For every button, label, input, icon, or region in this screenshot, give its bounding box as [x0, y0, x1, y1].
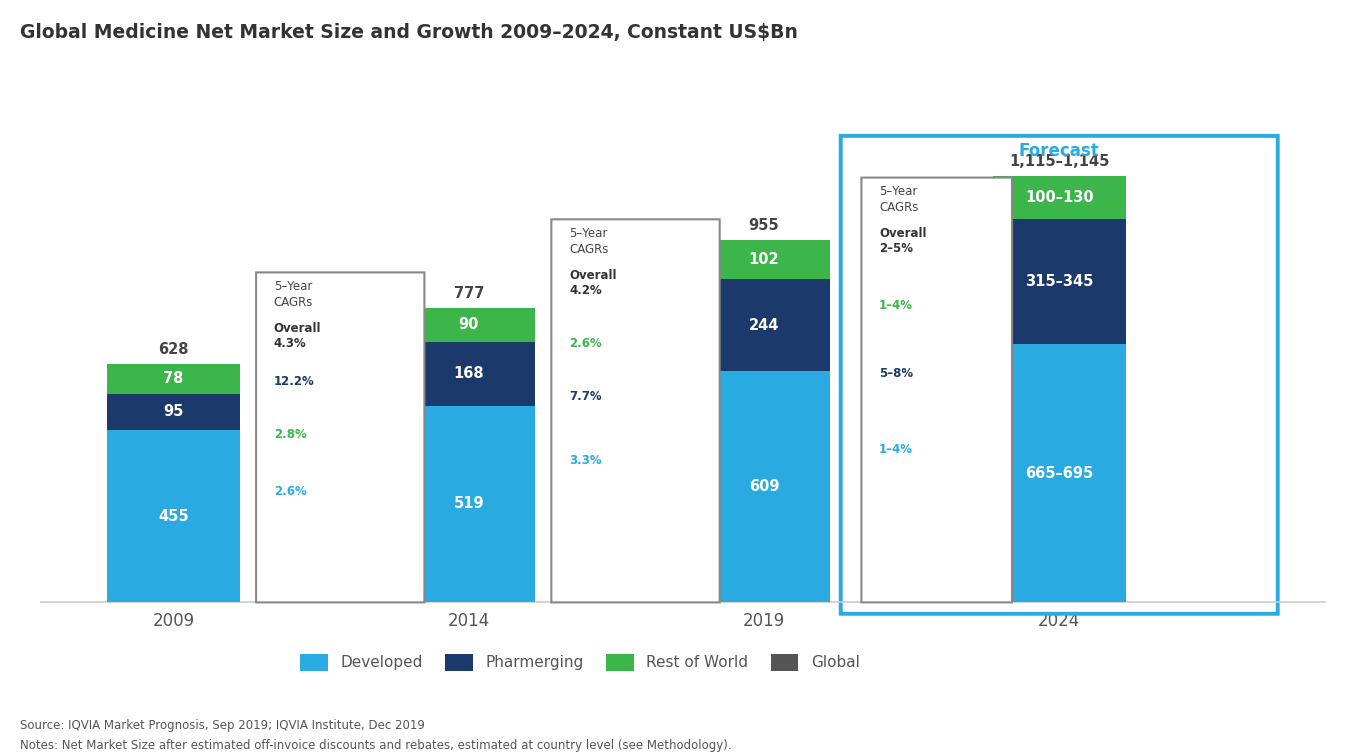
Text: 1–4%: 1–4% — [879, 299, 913, 312]
Text: 7.7%: 7.7% — [569, 390, 602, 403]
Text: 1,115–1,145: 1,115–1,145 — [1009, 154, 1110, 169]
Text: Overall: Overall — [879, 227, 926, 240]
Bar — [403, 342, 535, 406]
Text: Overall: Overall — [274, 322, 322, 335]
Text: 244: 244 — [749, 318, 779, 333]
Text: 5–Year
CAGRs: 5–Year CAGRs — [879, 185, 918, 214]
Bar — [107, 364, 239, 394]
Text: 100–130: 100–130 — [1025, 190, 1094, 205]
Text: 3.3%: 3.3% — [569, 455, 602, 468]
Bar — [698, 371, 830, 602]
Bar — [403, 308, 535, 342]
Text: 519: 519 — [453, 496, 484, 511]
Text: Global Medicine Net Market Size and Growth 2009–2024, Constant US$Bn: Global Medicine Net Market Size and Grow… — [20, 23, 798, 41]
Text: 609: 609 — [749, 480, 779, 495]
Legend: Developed, Pharmerging, Rest of World, Global: Developed, Pharmerging, Rest of World, G… — [295, 648, 865, 677]
Text: 78: 78 — [164, 371, 184, 386]
Bar — [403, 406, 535, 602]
Text: 5–Year
CAGRs: 5–Year CAGRs — [569, 227, 608, 256]
FancyBboxPatch shape — [841, 136, 1278, 614]
Text: 168: 168 — [453, 366, 484, 381]
Text: Forecast: Forecast — [1019, 142, 1099, 160]
FancyBboxPatch shape — [552, 219, 719, 602]
Text: 455: 455 — [158, 508, 189, 523]
Text: 5–8%: 5–8% — [879, 367, 913, 380]
Text: 628: 628 — [158, 343, 189, 358]
Text: 2–5%: 2–5% — [879, 242, 913, 255]
Bar — [992, 219, 1126, 344]
Bar — [992, 344, 1126, 602]
Text: 955: 955 — [749, 218, 779, 233]
Bar — [698, 240, 830, 279]
Text: 315–345: 315–345 — [1025, 274, 1094, 289]
Text: 4.3%: 4.3% — [274, 337, 307, 350]
Text: 2.8%: 2.8% — [274, 428, 307, 441]
Text: Overall: Overall — [569, 269, 617, 282]
Text: 4.2%: 4.2% — [569, 284, 602, 297]
Text: 1–4%: 1–4% — [879, 443, 913, 456]
Text: 665–695: 665–695 — [1025, 466, 1094, 481]
Bar — [107, 430, 239, 602]
FancyBboxPatch shape — [256, 273, 425, 602]
Text: 2.6%: 2.6% — [569, 337, 602, 350]
Bar — [698, 279, 830, 371]
Text: 90: 90 — [458, 317, 479, 332]
Bar — [107, 394, 239, 430]
Text: 5–Year
CAGRs: 5–Year CAGRs — [274, 280, 314, 309]
FancyBboxPatch shape — [861, 178, 1013, 602]
Text: Source: IQVIA Market Prognosis, Sep 2019; IQVIA Institute, Dec 2019
Notes: Net M: Source: IQVIA Market Prognosis, Sep 2019… — [20, 719, 750, 753]
Text: 102: 102 — [749, 252, 779, 267]
Text: 2.6%: 2.6% — [274, 485, 307, 498]
Text: 95: 95 — [164, 404, 184, 419]
Bar — [992, 175, 1126, 219]
Text: 777: 777 — [453, 286, 484, 301]
Text: 12.2%: 12.2% — [274, 375, 315, 388]
